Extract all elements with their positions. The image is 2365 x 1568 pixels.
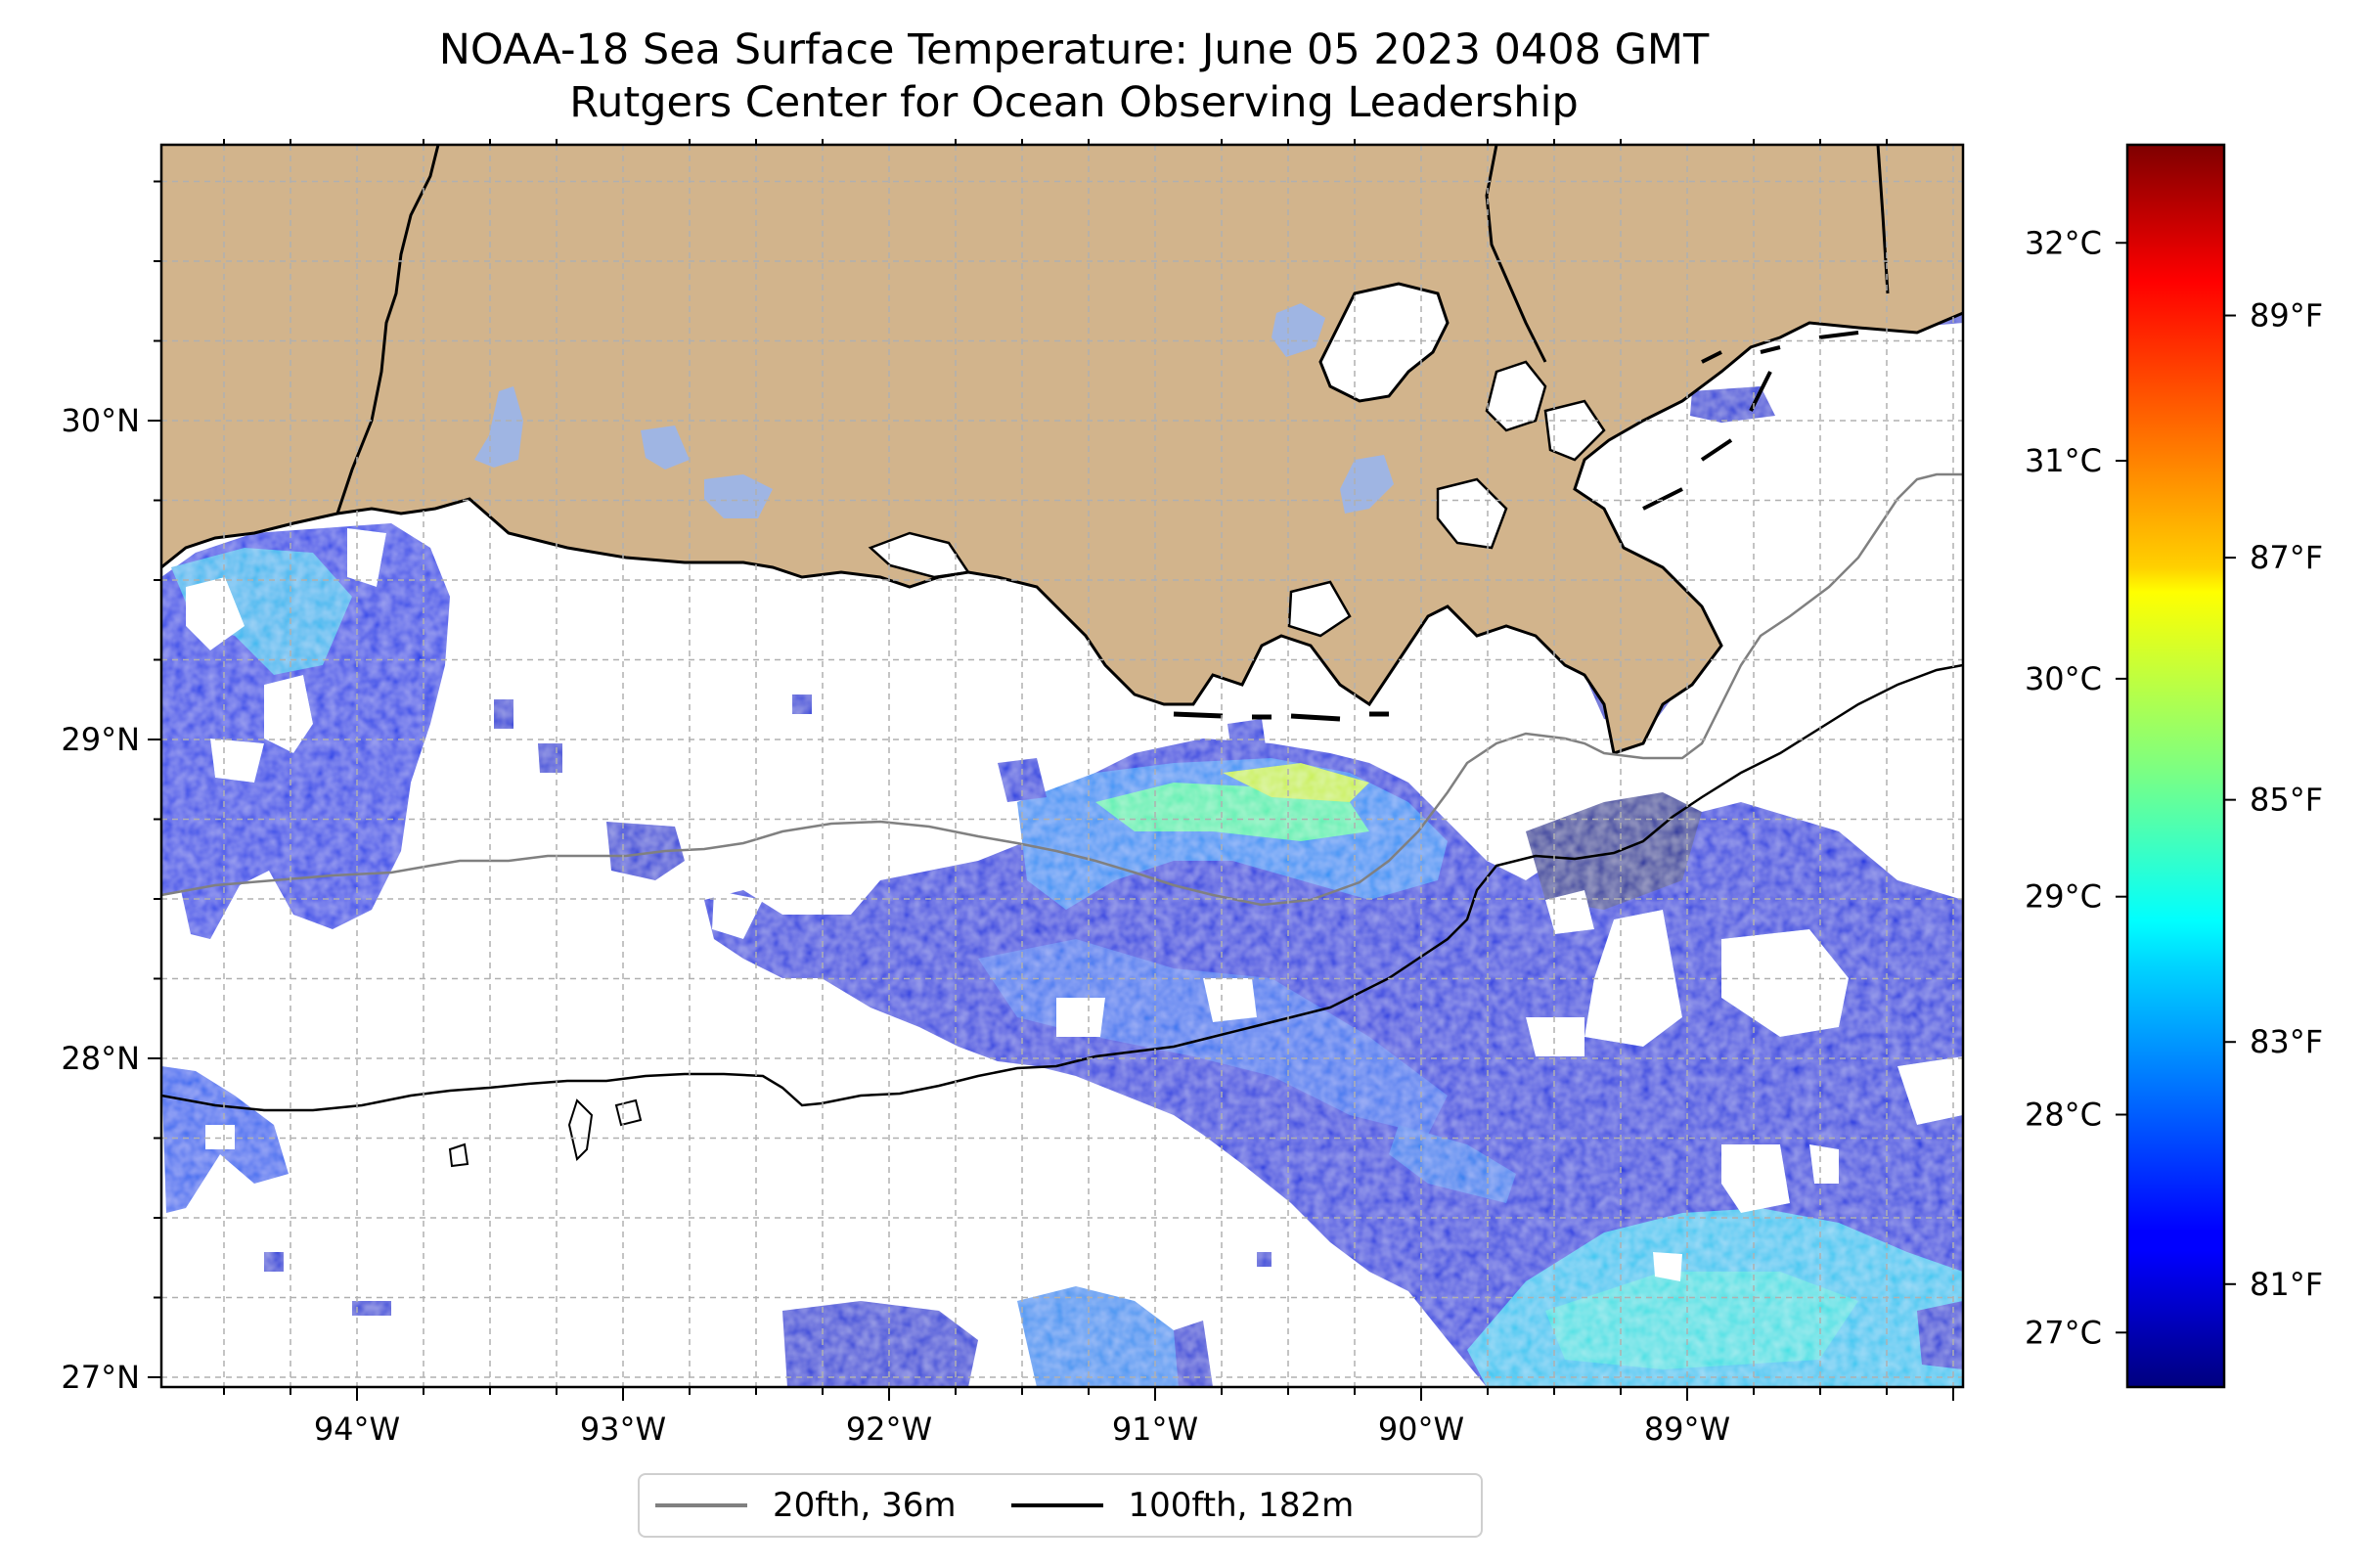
- map-subtitle: Rutgers Center for Ocean Observing Leade…: [569, 78, 1579, 127]
- inland-lake: [1340, 455, 1394, 514]
- map-area[interactable]: [161, 145, 1963, 1387]
- colorbar: [2125, 143, 2226, 1389]
- legend-label: 20fth, 36m: [773, 1486, 957, 1525]
- fahrenheit-tick-label: 81°F: [2250, 1266, 2323, 1303]
- legend-label: 100fth, 182m: [1128, 1486, 1355, 1525]
- land-mass: [161, 145, 1963, 753]
- fahrenheit-tick-label: 87°F: [2250, 539, 2323, 576]
- longitude-tick-label: 92°W: [846, 1411, 932, 1448]
- legend-item-100fth: 100fth, 182m: [1010, 1486, 1355, 1525]
- celsius-tick-label: 30°C: [2025, 660, 2102, 697]
- celsius-tick-label: 31°C: [2025, 442, 2102, 479]
- lake-pontchartrain: [1318, 282, 1450, 403]
- map-title: NOAA-18 Sea Surface Temperature: June 05…: [438, 25, 1710, 74]
- latitude-tick-label: 28°N: [61, 1040, 140, 1077]
- fahrenheit-tick-label: 85°F: [2250, 782, 2323, 819]
- legend-line-black: [1010, 1503, 1103, 1507]
- inland-lake: [704, 474, 773, 518]
- map-frame: [159, 143, 1965, 1389]
- inland-lake: [474, 386, 523, 468]
- legend-item-20fth: 20fth, 36m: [655, 1486, 957, 1525]
- longitude-labels: 94°W 93°W 92°W 91°W 90°W 89°W: [314, 1411, 1730, 1448]
- legend-line-gray: [655, 1503, 747, 1507]
- longitude-tick-label: 94°W: [314, 1411, 400, 1448]
- contour-legend: 20fth, 36m 100fth, 182m: [638, 1473, 1483, 1538]
- fahrenheit-tick-label: 89°F: [2250, 297, 2323, 335]
- inland-lake: [1272, 303, 1325, 357]
- latitude-tick-label: 29°N: [61, 721, 140, 758]
- celsius-tick-label: 32°C: [2025, 224, 2102, 261]
- map-gridlines: [161, 145, 1963, 1387]
- state-boundary: [335, 145, 440, 515]
- celsius-tick-label: 27°C: [2025, 1314, 2102, 1351]
- longitude-tick-label: 90°W: [1378, 1411, 1464, 1448]
- map-axis-ticks: [148, 139, 1954, 1401]
- colorbar-fahrenheit-ticks: 89°F 87°F 85°F 83°F 81°F: [2224, 297, 2323, 1303]
- latitude-tick-label: 27°N: [61, 1359, 140, 1396]
- fahrenheit-tick-label: 83°F: [2250, 1023, 2323, 1060]
- inland-lake: [641, 426, 690, 470]
- colorbar-celsius-ticks: 32°C 31°C 30°C 29°C 28°C 27°C: [2025, 224, 2127, 1351]
- celsius-tick-label: 29°C: [2025, 878, 2102, 916]
- state-boundary: [1485, 145, 1547, 363]
- latitude-tick-label: 30°N: [61, 402, 140, 439]
- longitude-tick-label: 89°W: [1644, 1411, 1730, 1448]
- longitude-tick-label: 91°W: [1112, 1411, 1198, 1448]
- depth-contour-100fth: [161, 663, 1963, 1112]
- longitude-tick-label: 93°W: [580, 1411, 666, 1448]
- celsius-tick-label: 28°C: [2025, 1096, 2102, 1133]
- latitude-labels: 30°N 29°N 28°N 27°N: [61, 402, 140, 1396]
- coastline: [161, 311, 1963, 755]
